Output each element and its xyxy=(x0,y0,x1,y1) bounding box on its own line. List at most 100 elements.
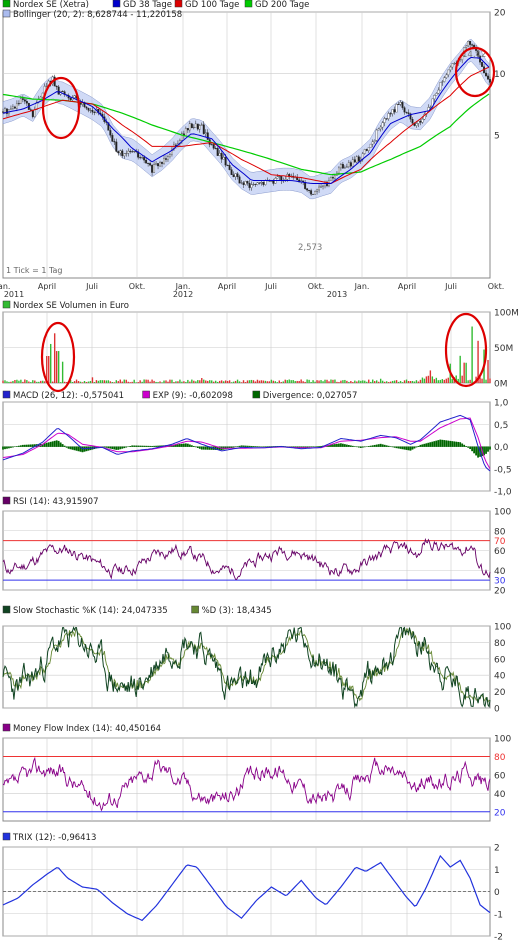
divergence-bar xyxy=(181,444,183,447)
volume-bar xyxy=(324,380,325,383)
candle-body xyxy=(340,164,342,168)
candle-body xyxy=(211,144,213,145)
x-year-label: 2011 xyxy=(4,290,24,299)
stoch-y-tick-label: 20 xyxy=(494,688,506,698)
candle-body xyxy=(372,142,374,144)
rsi-y-tick-label: 60 xyxy=(494,547,506,557)
volume-bar xyxy=(424,379,425,383)
x-year-label: 2013 xyxy=(327,290,347,299)
volume-bar xyxy=(199,380,200,383)
volume-bar xyxy=(368,380,369,383)
divergence-bar xyxy=(125,447,127,448)
volume-bar xyxy=(469,380,470,383)
volume-bar xyxy=(88,382,89,383)
volume-bar xyxy=(257,380,258,383)
divergence-bar xyxy=(266,446,268,447)
volume-bar xyxy=(22,382,23,383)
candle-body xyxy=(10,109,12,110)
divergence-bar xyxy=(6,447,8,449)
candle-body xyxy=(155,163,157,164)
trix-title: TRIX (12): -0,96413 xyxy=(12,833,96,843)
legend-swatch-ema xyxy=(143,391,150,398)
candle-body xyxy=(304,182,306,188)
candle-body xyxy=(159,162,161,166)
volume-y-tick-label: 50M xyxy=(494,344,513,354)
candle-body xyxy=(441,82,443,83)
divergence-bar xyxy=(203,447,205,450)
legend-swatch-trix xyxy=(3,833,10,840)
divergence-bar xyxy=(155,446,157,447)
volume-bar xyxy=(267,381,268,383)
divergence-bar xyxy=(46,443,48,447)
volume-bar xyxy=(201,378,202,383)
trix-y-tick-label: 0 xyxy=(494,888,500,898)
divergence-bar xyxy=(344,444,346,447)
volume-bar xyxy=(30,382,31,383)
divergence-bar xyxy=(257,446,259,447)
legend-swatch-macd xyxy=(3,391,10,398)
divergence-bar xyxy=(237,446,239,447)
divergence-bar xyxy=(56,440,58,447)
volume-bar xyxy=(185,382,186,383)
volume-bar xyxy=(263,381,264,383)
volume-bar xyxy=(54,333,55,383)
volume-bar xyxy=(74,381,75,383)
divergence-bar xyxy=(189,444,191,446)
divergence-bar xyxy=(412,447,414,450)
divergence-bar xyxy=(418,446,420,447)
candle-body xyxy=(420,121,422,122)
legend-label-divergence: Divergence: 0,027057 xyxy=(263,391,358,401)
candle-body xyxy=(263,182,265,184)
divergence-bar xyxy=(197,447,199,449)
divergence-bar xyxy=(427,443,429,447)
candle-body xyxy=(402,102,404,107)
volume-bar xyxy=(269,381,270,383)
stoch-y-tick-label: 40 xyxy=(494,672,506,682)
candle-body xyxy=(418,121,420,123)
candle-body xyxy=(74,96,76,98)
candle-body xyxy=(338,168,340,173)
stoch-y-tick-label: 80 xyxy=(494,639,506,649)
candle-body xyxy=(110,130,112,135)
volume-bar xyxy=(124,380,125,383)
candle-body xyxy=(201,125,203,126)
volume-bar xyxy=(38,382,39,383)
divergence-bar xyxy=(424,444,426,447)
tick-note: 1 Tick = 1 Tag xyxy=(6,266,63,275)
volume-bar xyxy=(298,381,299,383)
candle-body xyxy=(94,112,96,113)
divergence-bar xyxy=(437,440,439,447)
divergence-bar xyxy=(177,444,179,447)
volume-bar xyxy=(167,382,168,383)
volume-bar xyxy=(163,381,164,383)
volume-bar xyxy=(98,381,99,383)
volume-bar xyxy=(86,382,87,383)
volume-bar xyxy=(215,381,216,383)
volume-bar xyxy=(414,382,415,383)
candle-body xyxy=(310,191,312,195)
candle-body xyxy=(436,93,438,95)
candle-body xyxy=(392,109,394,113)
x-tick-label: Juli xyxy=(85,282,98,291)
volume-bar xyxy=(481,379,482,383)
volume-bar xyxy=(273,381,274,383)
candle-body xyxy=(366,149,368,150)
candle-body xyxy=(225,157,227,165)
volume-bar xyxy=(304,382,305,383)
volume-bar xyxy=(358,380,359,383)
rsi-y-tick-label: 40 xyxy=(494,567,506,577)
candle-body xyxy=(4,109,6,113)
divergence-bar xyxy=(187,444,189,447)
volume-bar xyxy=(132,382,133,383)
volume-bar xyxy=(338,382,339,383)
divergence-bar xyxy=(82,447,84,453)
candle-body xyxy=(354,160,356,162)
divergence-bar xyxy=(251,446,253,447)
divergence-bar xyxy=(253,446,255,447)
candle-body xyxy=(147,163,149,164)
candle-body xyxy=(131,151,133,152)
divergence-bar xyxy=(117,447,119,450)
candle-body xyxy=(231,170,233,175)
candle-body xyxy=(195,124,197,127)
candle-body xyxy=(185,128,187,135)
